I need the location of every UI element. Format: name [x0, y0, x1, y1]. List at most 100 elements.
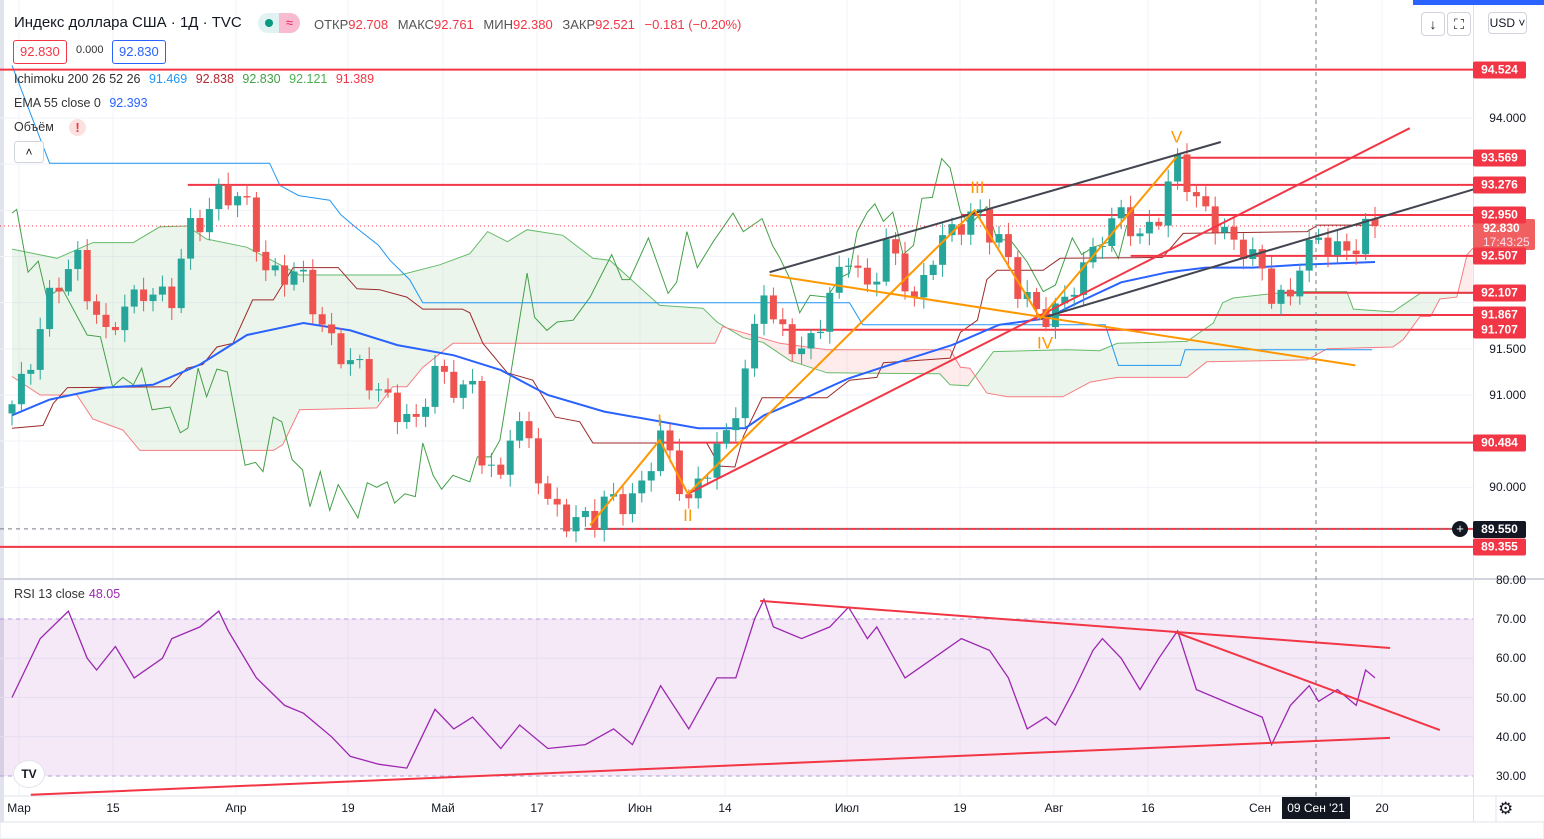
candle-body [572, 517, 580, 532]
candle [1371, 206, 1379, 239]
candle-body [393, 392, 401, 423]
candle-body [299, 269, 307, 272]
currency-dropdown[interactable]: USD ˅ [1488, 12, 1527, 34]
time-axis-tick: 16 [1141, 801, 1155, 815]
candle-body [271, 265, 279, 271]
ichimoku-legend[interactable]: Ichimoku 200 26 52 26 91.469 92.838 92.8… [14, 72, 379, 86]
spread-value: 0.000 [76, 44, 104, 56]
candle-body [459, 384, 467, 398]
top-accent-bar [1413, 0, 1544, 5]
candle [234, 192, 242, 218]
low-value: 92.380 [512, 17, 553, 32]
candle-body [976, 209, 984, 212]
approx-icon: ≈ [279, 13, 300, 33]
tradingview-logo[interactable]: TV [13, 760, 45, 788]
candle-body [957, 224, 965, 235]
ema-label: EMA 55 close 0 [14, 96, 101, 110]
settings-gear-icon[interactable]: ⚙ [1498, 799, 1514, 818]
candle-body [760, 295, 768, 324]
rsi-line [11, 597, 1376, 769]
candle [450, 359, 458, 403]
candle [1070, 287, 1078, 307]
candle-body [1155, 221, 1163, 226]
candle-body [187, 218, 195, 259]
candle [1117, 199, 1125, 230]
candle [83, 239, 91, 310]
candle [459, 380, 467, 410]
rsi-legend[interactable]: RSI 13 close 48.05 [14, 587, 120, 601]
candle-body [929, 264, 937, 275]
candle [1127, 195, 1135, 246]
bottom-toolbar [0, 821, 1544, 839]
add-alert-plus-icon[interactable]: + [1452, 521, 1468, 537]
candle [346, 348, 354, 376]
candle-body [1108, 218, 1116, 246]
close-value: 92.521 [595, 17, 635, 32]
candle [619, 486, 627, 526]
market-status[interactable]: ≈ [258, 13, 300, 33]
market-open-dot-icon [265, 19, 273, 27]
candle-body [1004, 234, 1012, 258]
scroll-down-button[interactable]: ↓ [1421, 12, 1445, 36]
candle-body [290, 271, 298, 285]
candle [271, 257, 279, 277]
candle [957, 213, 965, 246]
buy-price-button[interactable]: 92.830 [112, 40, 166, 64]
wave-label-V: V [1171, 127, 1183, 146]
time-axis-tick: 14 [718, 801, 732, 815]
candle [901, 241, 909, 300]
candle-body [628, 493, 636, 515]
sell-price-button[interactable]: 92.830 [13, 40, 67, 64]
candle [74, 241, 82, 281]
candle-body [1324, 237, 1332, 256]
candle-body [121, 306, 129, 331]
candle [1108, 207, 1116, 252]
candle [835, 255, 843, 299]
candle-body [93, 301, 101, 315]
candle-body [224, 184, 232, 206]
volume-legend[interactable]: Объём [14, 120, 54, 134]
candle [1033, 287, 1041, 321]
time-axis-tick: Июн [627, 801, 653, 815]
candle [1352, 239, 1360, 265]
rsi-axis-tick: 70.00 [1495, 612, 1526, 626]
kumo-bullish [12, 226, 729, 451]
rsi-trendline [30, 736, 1391, 796]
candle-body [685, 494, 693, 499]
candle [544, 475, 552, 505]
candle [675, 438, 683, 501]
candle-body [111, 326, 119, 331]
candle-body [478, 380, 486, 466]
candle-body [1014, 257, 1022, 299]
candle [356, 354, 364, 369]
candle [1145, 209, 1153, 246]
candle-body [1033, 292, 1041, 310]
rsi-axis-tick: 50.00 [1495, 690, 1526, 705]
low-label: МИН [483, 17, 513, 32]
candle-body [46, 287, 54, 330]
level-price-label: 91.867 [1473, 306, 1526, 324]
candle-body [412, 413, 420, 417]
ohlc-values: ОТКР92.708 МАКС92.761 МИН92.380 ЗАКР92.5… [314, 17, 747, 32]
candle-body [769, 295, 777, 320]
candle [1211, 196, 1219, 245]
candle [779, 307, 787, 337]
wave-label-II: II [683, 506, 692, 525]
volume-warning-icon[interactable]: ! [69, 119, 86, 136]
symbol-title[interactable]: Индекс доллара США · 1Д · TVC [14, 14, 242, 31]
candle [102, 303, 110, 339]
collapse-legend-button[interactable]: ˄ [14, 141, 44, 163]
candle-body [205, 209, 213, 233]
candle-body [422, 406, 430, 417]
candle-body [403, 413, 411, 423]
fullscreen-button[interactable]: ⛶ [1447, 12, 1471, 36]
level-price-label: 92.950 [1473, 206, 1526, 224]
candle-body [563, 504, 571, 532]
candle [337, 328, 345, 369]
ichimoku-conversion-value: 91.469 [148, 72, 188, 86]
ema-legend[interactable]: EMA 55 close 0 92.393 [14, 96, 153, 110]
candle-body [130, 289, 138, 307]
price-axis-tick: 91.000 [1489, 387, 1526, 402]
candle [516, 412, 524, 449]
